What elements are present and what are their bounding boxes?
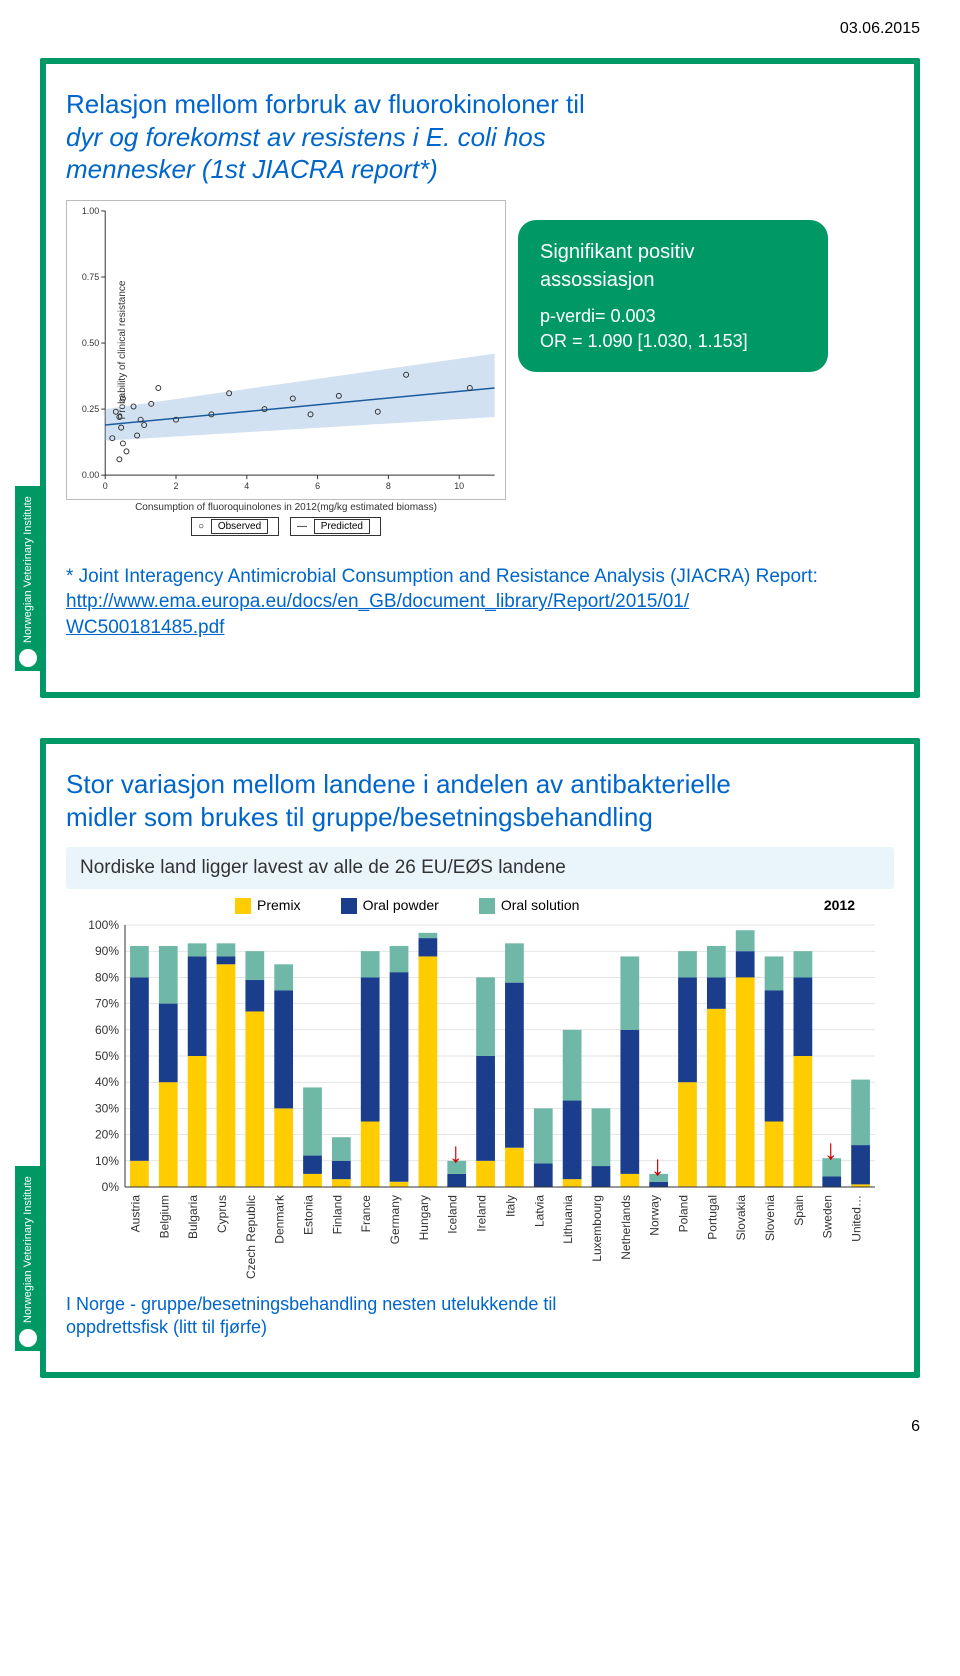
slide1-title-l3: mennesker (1st JIACRA report*) xyxy=(66,154,438,184)
svg-text:Hungary: Hungary xyxy=(417,1195,431,1240)
svg-text:10%: 10% xyxy=(95,1154,119,1168)
svg-text:80%: 80% xyxy=(95,970,119,984)
svg-text:70%: 70% xyxy=(95,997,119,1011)
svg-text:0%: 0% xyxy=(102,1180,120,1194)
svg-text:0.75: 0.75 xyxy=(82,271,99,281)
citation: * Joint Interagency Antimicrobial Consum… xyxy=(66,564,894,641)
slide2-title-l2: midler som brukes til gruppe/besetningsb… xyxy=(66,802,653,832)
bar-legend: Premix Oral powder Oral solution xyxy=(235,897,579,914)
slide1-title: Relasjon mellom forbruk av fluorokinolon… xyxy=(66,88,894,186)
svg-text:50%: 50% xyxy=(95,1049,119,1063)
svg-text:Poland: Poland xyxy=(677,1195,691,1232)
svg-text:20%: 20% xyxy=(95,1128,119,1142)
svg-text:Netherlands: Netherlands xyxy=(619,1195,633,1260)
svg-text:Bulgaria: Bulgaria xyxy=(186,1195,200,1239)
svg-text:Estonia: Estonia xyxy=(302,1195,316,1235)
institute-logo-icon xyxy=(19,649,37,667)
svg-text:30%: 30% xyxy=(95,1101,119,1115)
svg-text:Austria: Austria xyxy=(128,1195,142,1233)
svg-text:United…: United… xyxy=(850,1195,864,1242)
callout-title: Signifikant positiv assossiasjon xyxy=(540,238,806,294)
scatter-legend: ○ Observed — Predicted xyxy=(66,517,506,536)
scatter-ylabel: Probability of clinical resistance xyxy=(117,280,128,419)
svg-text:France: France xyxy=(359,1195,373,1233)
scatter-plot: Probability of clinical resistance 0.00 0… xyxy=(66,200,506,500)
page-date: 03.06.2015 xyxy=(40,20,920,38)
stats-callout: Signifikant positiv assossiasjon p-verdi… xyxy=(518,220,828,372)
chart-year: 2012 xyxy=(824,897,855,913)
slide1-title-l1: Relasjon mellom forbruk av fluorokinolon… xyxy=(66,89,585,119)
footer-l1: I Norge - gruppe/besetningsbehandling ne… xyxy=(66,1294,556,1314)
legend-powder: Oral powder xyxy=(363,897,439,913)
svg-text:8: 8 xyxy=(386,481,391,491)
slide1-title-l2: dyr og forekomst av resistens i E. coli … xyxy=(66,122,546,152)
highlight-arrow-icon: ↓ xyxy=(651,1150,665,1182)
slide-1: Relasjon mellom forbruk av fluorokinolon… xyxy=(40,58,920,698)
citation-url1: http://www.ema.europa.eu/docs/en_GB/docu… xyxy=(66,591,689,612)
svg-text:90%: 90% xyxy=(95,944,119,958)
highlight-arrow-icon: ↓ xyxy=(824,1134,838,1166)
svg-text:Slovakia: Slovakia xyxy=(734,1195,748,1241)
legend-solution: Oral solution xyxy=(501,897,580,913)
legend-premix: Premix xyxy=(257,897,301,913)
institute-name-1: Norwegian Veterinary Institute xyxy=(22,496,34,643)
slide2-title-l1: Stor variasjon mellom landene i andelen … xyxy=(66,769,731,799)
footer-l2: oppdrettsfisk (litt til fjørfe) xyxy=(66,1317,267,1337)
citation-link[interactable]: http://www.ema.europa.eu/docs/en_GB/docu… xyxy=(66,591,689,638)
svg-text:Latvia: Latvia xyxy=(532,1195,546,1227)
slide-2: Stor variasjon mellom landene i andelen … xyxy=(40,738,920,1378)
svg-text:Iceland: Iceland xyxy=(446,1195,460,1234)
callout-pvalue: p-verdi= 0.003 xyxy=(540,304,806,329)
svg-text:Cyprus: Cyprus xyxy=(215,1195,229,1233)
svg-text:Denmark: Denmark xyxy=(273,1194,287,1244)
svg-text:Sweden: Sweden xyxy=(821,1195,835,1238)
callout-or: OR = 1.090 [1.030, 1.153] xyxy=(540,329,806,354)
svg-text:Czech Republic: Czech Republic xyxy=(244,1195,258,1279)
svg-text:Italy: Italy xyxy=(503,1195,517,1217)
svg-text:Slovenia: Slovenia xyxy=(763,1195,777,1241)
svg-text:40%: 40% xyxy=(95,1075,119,1089)
svg-text:Ireland: Ireland xyxy=(475,1195,489,1232)
svg-text:1.00: 1.00 xyxy=(82,205,99,215)
svg-text:Norway: Norway xyxy=(648,1195,662,1236)
slide2-footer: I Norge - gruppe/besetningsbehandling ne… xyxy=(66,1293,894,1340)
svg-text:0.00: 0.00 xyxy=(82,470,99,480)
institute-logo-icon xyxy=(19,1329,37,1347)
svg-text:Spain: Spain xyxy=(792,1195,806,1226)
stacked-bar-chart: Premix Oral powder Oral solution 2012 0%… xyxy=(75,897,885,1287)
svg-text:6: 6 xyxy=(315,481,320,491)
svg-text:10: 10 xyxy=(454,481,464,491)
institute-strip-1: Norwegian Veterinary Institute xyxy=(15,486,41,671)
scatter-xlabel: Consumption of fluoroquinolones in 2012(… xyxy=(66,502,506,513)
legend-observed: Observed xyxy=(211,519,268,534)
highlight-arrow-icon: ↓ xyxy=(449,1137,463,1169)
svg-text:Luxembourg: Luxembourg xyxy=(590,1195,604,1262)
svg-text:0.25: 0.25 xyxy=(82,404,99,414)
svg-text:Portugal: Portugal xyxy=(705,1195,719,1240)
svg-text:0.50: 0.50 xyxy=(82,338,99,348)
page-number: 6 xyxy=(40,1418,920,1436)
institute-strip-2: Norwegian Veterinary Institute xyxy=(15,1166,41,1351)
citation-url2: WC500181485.pdf xyxy=(66,617,224,638)
institute-name-2: Norwegian Veterinary Institute xyxy=(22,1176,34,1323)
citation-prefix: * Joint Interagency Antimicrobial Consum… xyxy=(66,566,818,587)
svg-text:2: 2 xyxy=(174,481,179,491)
svg-text:60%: 60% xyxy=(95,1023,119,1037)
svg-text:100%: 100% xyxy=(88,918,119,932)
svg-text:4: 4 xyxy=(244,481,249,491)
slide2-subtitle: Nordiske land ligger lavest av alle de 2… xyxy=(66,847,894,889)
svg-text:0: 0 xyxy=(103,481,108,491)
svg-text:Finland: Finland xyxy=(330,1195,344,1234)
svg-text:Lithuania: Lithuania xyxy=(561,1195,575,1244)
svg-text:Belgium: Belgium xyxy=(157,1195,171,1238)
legend-predicted: Predicted xyxy=(314,519,370,534)
slide2-title: Stor variasjon mellom landene i andelen … xyxy=(66,768,894,833)
svg-text:Germany: Germany xyxy=(388,1195,402,1244)
